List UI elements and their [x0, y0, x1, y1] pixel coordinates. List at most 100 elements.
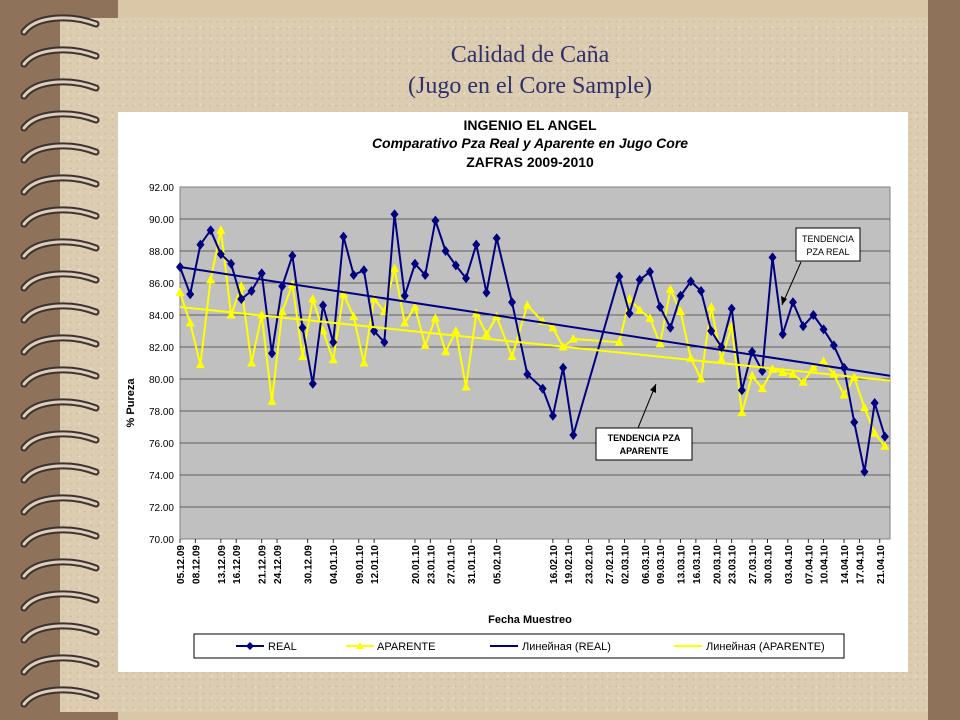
aparente-point — [548, 322, 558, 332]
y-tick-label: 72.00 — [149, 503, 174, 514]
legend-real-marker — [246, 642, 254, 650]
plot-area — [179, 186, 891, 540]
x-tick-label: 30.12.09 — [304, 545, 315, 584]
real-point — [380, 337, 389, 348]
aparente-point — [706, 302, 716, 311]
x-tick-label: 07.04.10 — [804, 545, 815, 584]
aparente-point — [880, 441, 890, 450]
real-point — [431, 215, 440, 226]
x-tick-label: 04.01.10 — [329, 545, 340, 584]
aparente-point — [441, 346, 451, 356]
binder-ring-highlight — [22, 496, 98, 514]
x-tick-label: 23.01.10 — [426, 545, 437, 584]
x-tick-label: 24.12.09 — [273, 545, 284, 584]
aparente-point — [614, 337, 624, 346]
aparente-point — [655, 338, 665, 348]
binder-ring-highlight — [22, 528, 98, 546]
binder-ring-highlight — [22, 48, 98, 66]
annotation-arrow-real — [781, 261, 802, 306]
annotation-arrowhead-aparente — [650, 384, 656, 393]
data-series — [175, 209, 890, 477]
real-point — [538, 383, 547, 394]
real-point — [635, 274, 644, 285]
binder-ring-highlight — [22, 176, 98, 194]
aparente-point — [819, 356, 829, 365]
y-tick-label: 92.00 — [149, 183, 174, 194]
aparente-point — [747, 370, 757, 380]
real-point — [227, 258, 236, 269]
real-point — [799, 321, 808, 332]
real-point — [196, 239, 205, 250]
aparente-point — [839, 390, 849, 399]
x-tick-label: 05.12.09 — [176, 545, 187, 584]
legend-aparente-label: APARENTE — [377, 641, 435, 653]
aparente-point — [226, 310, 236, 319]
aparente-point — [338, 289, 348, 298]
binder-ring-highlight — [22, 272, 98, 290]
binder-ring-highlight — [22, 240, 98, 258]
aparente-point — [522, 300, 532, 309]
slide-title: Calidad de Caña (Jugo en el Core Sample) — [300, 40, 760, 102]
chart-title: INGENIO EL ANGEL — [463, 117, 596, 133]
aparente-point — [318, 326, 328, 335]
aparente-series — [175, 225, 890, 450]
x-tick-label: 16.03.10 — [692, 545, 703, 584]
real-point — [768, 252, 777, 263]
real-point — [548, 410, 557, 421]
real-point — [421, 270, 430, 280]
real-point — [625, 308, 634, 319]
real-point — [472, 239, 481, 250]
chart-svg: INGENIO EL ANGEL Comparativo Pza Real y … — [125, 117, 891, 659]
real-point — [656, 302, 665, 312]
binder-ring-highlight — [22, 560, 98, 578]
x-tick-label: 17.04.10 — [855, 545, 866, 584]
real-point — [727, 303, 736, 314]
aparente-point — [645, 313, 655, 322]
binder-ring-highlight — [22, 464, 98, 482]
aparente-point — [369, 294, 379, 303]
aparente-point — [420, 340, 430, 349]
real-point — [686, 276, 695, 287]
y-tick-label: 82.00 — [149, 343, 174, 354]
x-tick-label: 09.03.10 — [656, 545, 667, 584]
aparente-point — [430, 313, 440, 322]
x-tick-label: 23.02.10 — [585, 545, 596, 584]
aparente-point — [267, 396, 277, 405]
real-point — [778, 329, 787, 340]
x-tick-label: 20.01.10 — [411, 545, 422, 584]
x-tick-label: 08.12.09 — [191, 545, 202, 584]
annotation-aparente-line1: TENDENCIA PZA — [608, 433, 681, 443]
legend-trend-aparente-label: Линейная (APARENTE) — [706, 641, 825, 653]
slide-title-line1: Calidad de Caña — [450, 42, 610, 68]
annotation-box-real — [795, 227, 861, 262]
real-point — [615, 271, 624, 282]
chart-subtitle: Comparativo Pza Real y Aparente en Jugo … — [372, 135, 688, 151]
real-point — [676, 290, 685, 301]
real-point — [247, 286, 256, 296]
real-point — [257, 268, 266, 279]
real-point — [329, 337, 338, 348]
y-tick-label: 84.00 — [149, 311, 174, 322]
real-point — [186, 289, 195, 300]
x-tick-label: 14.04.10 — [840, 545, 851, 584]
chart-area: INGENIO EL ANGEL Comparativo Pza Real y … — [118, 112, 908, 672]
binder-ring-highlight — [22, 400, 98, 418]
binder-rings — [20, 14, 100, 708]
aparente-point — [298, 351, 308, 361]
real-point — [880, 431, 889, 442]
real-point — [390, 209, 399, 220]
x-axis-label: Fecha Muestreo — [488, 614, 572, 626]
real-point — [237, 294, 246, 304]
binder-ring-highlight — [22, 208, 98, 226]
real-point — [645, 266, 654, 277]
binder-ring-highlight — [22, 368, 98, 386]
x-tick-label: 05.02.10 — [493, 545, 504, 584]
chart-subtitle-2: ZAFRAS 2009-2010 — [466, 154, 594, 170]
annotation-aparente-line2: APARENTE — [620, 446, 669, 456]
y-axis-label: % Pureza — [125, 378, 137, 428]
aparente-point — [696, 374, 706, 383]
binder-ring-highlight — [22, 624, 98, 642]
real-point — [451, 260, 460, 271]
x-tick-label: 06.03.10 — [641, 545, 652, 584]
real-point — [410, 258, 419, 269]
